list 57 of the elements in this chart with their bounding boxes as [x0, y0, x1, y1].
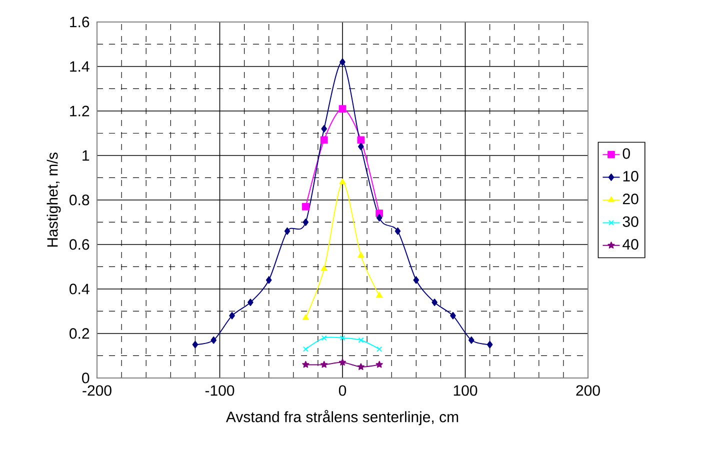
point [468, 336, 474, 344]
y-tick-label: 1.6 [70, 16, 90, 28]
point [338, 105, 346, 112]
point [450, 312, 456, 320]
point [302, 360, 310, 368]
point [302, 314, 309, 320]
point [340, 58, 346, 66]
x-tick-label: 0 [338, 385, 346, 396]
point [302, 218, 309, 226]
point [358, 142, 364, 150]
point [376, 214, 382, 222]
point [338, 358, 346, 366]
y-axis-title: Hastighet, m/s [46, 152, 61, 247]
x-tick-label: 200 [576, 385, 600, 396]
x-tick-label: -200 [82, 385, 112, 396]
y-tick-label: 0.8 [70, 194, 90, 206]
legend-label: 30 [622, 216, 638, 227]
point [413, 276, 420, 284]
point [376, 346, 382, 352]
x-tick-label: -100 [205, 385, 234, 396]
point [357, 136, 365, 144]
point [486, 340, 493, 348]
point [320, 265, 328, 272]
point [394, 227, 401, 235]
point [340, 335, 346, 341]
y-tick-label: 1 [82, 150, 90, 161]
y-tick-label: 0.4 [70, 284, 90, 294]
legend-label: 20 [622, 194, 638, 204]
point [339, 178, 346, 184]
point [376, 292, 383, 298]
y-tick-label: 1.2 [70, 106, 90, 116]
x-axis-title: Avstand fra strålens senterlinje, cm [226, 410, 458, 426]
legend-label: 10 [623, 170, 638, 182]
point [229, 312, 235, 320]
legend-label: 0 [622, 148, 630, 159]
point [358, 252, 364, 258]
point [357, 363, 364, 370]
y-tick-label: 0 [82, 372, 90, 384]
point [192, 340, 198, 348]
point [210, 336, 217, 344]
point [284, 227, 290, 235]
point [320, 136, 328, 144]
point [320, 360, 328, 368]
point [321, 335, 327, 341]
y-tick-label: 0.6 [70, 239, 90, 250]
point [358, 337, 364, 343]
point [432, 298, 438, 306]
y-tick-label: 1.4 [70, 61, 90, 72]
point [302, 202, 310, 210]
point [248, 298, 254, 306]
point [302, 346, 308, 352]
y-tick-label: 0.2 [70, 328, 90, 339]
point [321, 125, 327, 132]
point [376, 360, 383, 368]
x-tick-label: 100 [454, 385, 478, 396]
legend-label: 40 [622, 239, 638, 250]
point [266, 276, 272, 284]
